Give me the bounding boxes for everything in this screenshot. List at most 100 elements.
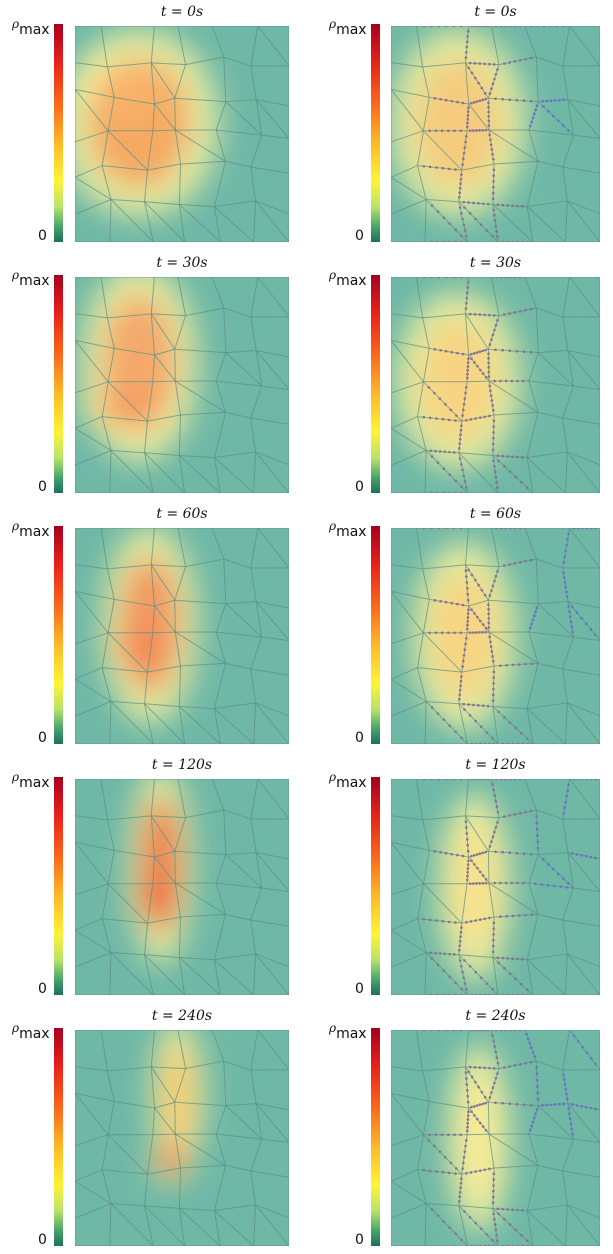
vehicle-dot [581, 1045, 584, 1049]
vehicle-dot [460, 1238, 463, 1242]
road-segment [255, 702, 289, 717]
vehicle-dot [467, 1070, 471, 1074]
road-segment [175, 631, 226, 664]
vehicle-dot [461, 163, 464, 166]
vehicle-dot [562, 98, 565, 102]
road-segment [144, 954, 185, 995]
vehicle-dot [465, 832, 469, 835]
road-segment [573, 134, 600, 139]
vehicle-dot [488, 384, 491, 388]
vehicle-dot [483, 993, 487, 995]
vehicle-dot [468, 129, 472, 132]
road-segment [425, 701, 468, 744]
vehicle-dot [525, 988, 529, 991]
road-segment [255, 451, 289, 466]
vehicle-dot [462, 223, 466, 227]
road-segment [425, 199, 468, 242]
vehicle-dot [440, 631, 444, 635]
vehicle-dot [488, 92, 492, 95]
colorbar [54, 777, 63, 995]
vehicle-dot [488, 1167, 491, 1171]
vehicle-dot [531, 116, 535, 120]
vehicle-dot [491, 1201, 495, 1205]
vehicle-dot [465, 125, 469, 129]
colorbar [371, 777, 380, 995]
vehicle-dot [564, 585, 567, 589]
vehicle-dot [435, 166, 438, 169]
vehicle-dot [492, 419, 496, 423]
vehicle-dot [495, 26, 498, 28]
panel-title: t = 0s [474, 4, 517, 20]
colorbar-zero-label: 0 [355, 730, 364, 746]
road-segment [417, 667, 462, 673]
road-segment [417, 1169, 427, 1204]
vehicle-dot [545, 99, 549, 103]
road-segment [564, 702, 568, 744]
vehicle-dot [483, 917, 487, 921]
vehicle-dot [506, 240, 510, 242]
road-segment [567, 350, 600, 358]
vehicle-dot [459, 1186, 462, 1190]
road-segment [391, 416, 418, 429]
road-segment [150, 62, 155, 105]
vehicle-dot [480, 86, 484, 90]
vehicle-dot [450, 601, 454, 605]
road-segment [464, 62, 470, 105]
road-segment [101, 130, 109, 166]
vehicle-dot [439, 348, 442, 352]
vehicle-dot [460, 485, 463, 489]
vehicle-dot [465, 587, 469, 590]
road-segment [75, 701, 112, 717]
vehicle-dot [463, 397, 467, 400]
vehicle-dot [487, 612, 490, 616]
vehicle-dot [487, 352, 490, 356]
colorbar-zero-label: 0 [38, 730, 47, 746]
vehicle-dot [580, 1104, 583, 1108]
vehicle-dot [529, 626, 532, 630]
vehicle-dot [422, 917, 426, 921]
vehicle-dot [447, 167, 451, 171]
vehicle-dot [464, 1071, 468, 1075]
road-segment [110, 701, 154, 744]
vehicle-dot [441, 919, 445, 923]
vehicle-dot [465, 291, 469, 295]
vehicle-dot [501, 1207, 505, 1211]
road-segment [147, 883, 154, 924]
road-segment [253, 1204, 257, 1246]
vehicle-dot [525, 486, 529, 489]
vehicle-dot [509, 528, 512, 530]
vehicle-dot [504, 1030, 508, 1032]
vehicle-dot [491, 699, 495, 703]
vehicle-dot [472, 101, 476, 104]
vehicle-dot [491, 1238, 494, 1242]
road-segment [174, 1133, 181, 1169]
vehicle-dot [464, 637, 468, 640]
vehicle-dot [440, 129, 444, 133]
vehicle-dot [492, 431, 495, 434]
vehicle-dot [529, 1103, 533, 1107]
vehicle-dot [518, 309, 522, 313]
road-segment [488, 882, 495, 918]
road-segment [567, 1103, 600, 1143]
vehicle-dot [448, 993, 451, 995]
vehicle-dot [466, 598, 470, 602]
vehicle-dot [503, 1217, 506, 1221]
road-segment [257, 528, 289, 569]
colorbar-rho-symbol: ρ [12, 17, 20, 31]
vehicle-dot [428, 1133, 431, 1137]
vehicle-dot [589, 528, 593, 530]
road-segment [110, 1203, 154, 1246]
vehicle-dot [497, 459, 500, 463]
vehicle-dot [494, 224, 498, 228]
road-segment [223, 558, 252, 569]
road-segment [75, 1180, 112, 1204]
vehicle-dot [514, 779, 517, 781]
vehicle-dot [435, 491, 439, 493]
vehicle-dot [466, 1100, 470, 1104]
vehicle-dot [491, 835, 495, 839]
panel-title: t = 60s [156, 506, 208, 522]
colorbar [54, 1028, 63, 1246]
vehicle-dot [475, 853, 479, 856]
vehicle-dot [491, 404, 494, 407]
